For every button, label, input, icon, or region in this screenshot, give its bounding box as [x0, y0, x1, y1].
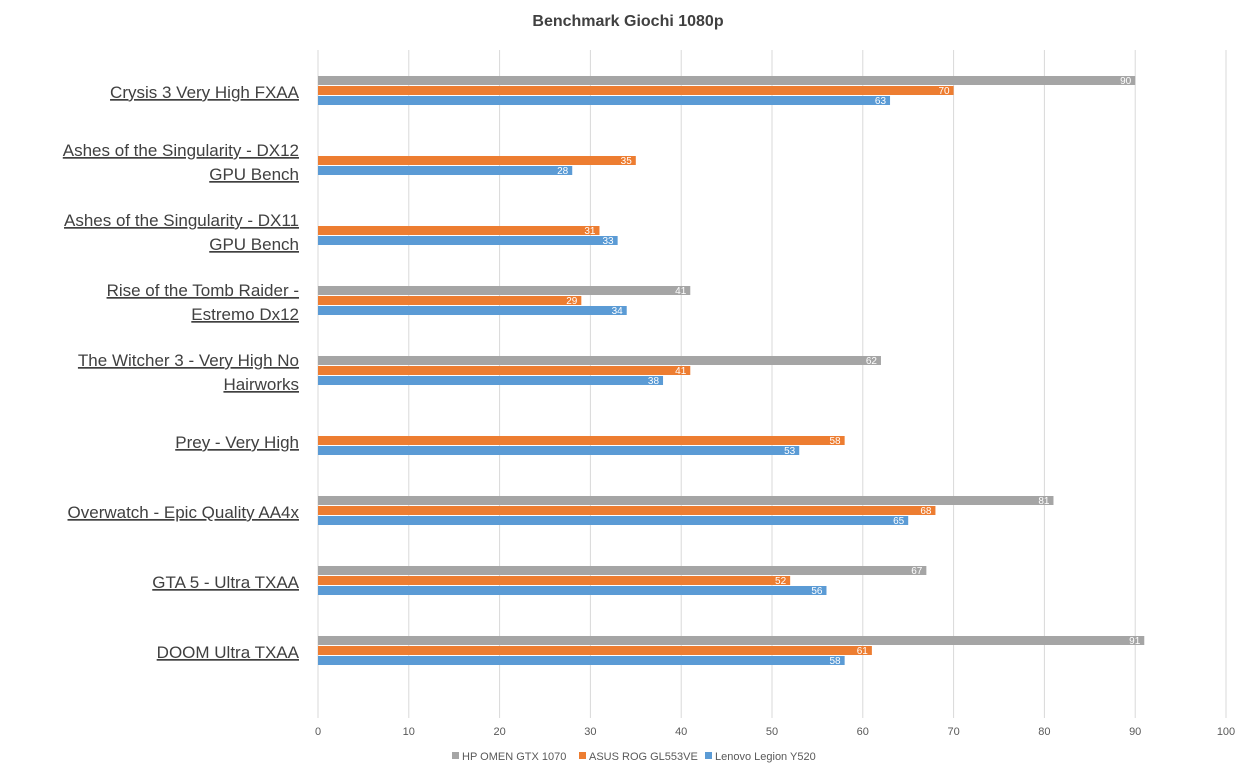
bar	[318, 656, 845, 665]
bar	[318, 306, 627, 315]
legend: HP OMEN GTX 1070 ASUS ROG GL553VE Lenovo L…	[452, 751, 816, 763]
bar	[318, 496, 1054, 505]
x-tick-label: 90	[1129, 726, 1141, 738]
category-label: Ashes of the Singularity - DX12 GPU Bench	[63, 141, 299, 184]
data-label: 56	[811, 586, 823, 597]
x-axis-tick-labels: 0 10 20 30 40 50 60 70 80 90 100	[315, 726, 1235, 738]
category-label: Overwatch - Epic Quality AA4x	[68, 503, 300, 522]
category-label: Ashes of the Singularity - DX11 GPU Bench	[64, 211, 299, 254]
data-label: 41	[675, 286, 687, 297]
data-label: 91	[1129, 636, 1141, 647]
category-label: GTA 5 - Ultra TXAA	[152, 573, 299, 592]
data-label: 90	[1120, 76, 1132, 87]
data-label: 29	[566, 296, 578, 307]
legend-swatch	[579, 752, 586, 759]
x-tick-label: 100	[1217, 726, 1235, 738]
x-tick-label: 80	[1038, 726, 1050, 738]
data-label: 58	[830, 656, 842, 667]
category-label: Prey - Very High	[175, 433, 299, 452]
bar	[318, 446, 800, 455]
x-tick-label: 50	[766, 726, 778, 738]
data-label: 67	[911, 566, 923, 577]
bar	[318, 516, 909, 525]
legend-label: ASUS ROG GL553VE	[589, 751, 698, 763]
x-tick-label: 20	[493, 726, 505, 738]
bar	[318, 236, 618, 245]
category-label: DOOM Ultra TXAA	[157, 643, 300, 662]
x-tick-label: 30	[584, 726, 596, 738]
bar	[318, 166, 573, 175]
data-label: 63	[875, 96, 887, 107]
data-label: 52	[775, 576, 787, 587]
x-tick-label: 0	[315, 726, 321, 738]
data-label: 35	[621, 156, 633, 167]
data-label: 33	[603, 236, 615, 247]
x-tick-label: 10	[403, 726, 415, 738]
data-label: 38	[648, 376, 660, 387]
category-labels: Crysis 3 Very High FXAA Ashes of the Sing…	[63, 83, 300, 662]
bar	[318, 636, 1145, 645]
legend-swatch	[452, 752, 459, 759]
data-label: 28	[557, 166, 569, 177]
bar	[318, 226, 600, 235]
category-label: Rise of the Tomb Raider -Estremo Dx12	[107, 281, 299, 324]
bars: 90 70 63 35 28 31 33 41 29 34 62 41 38 58 53 81 68 65 67 52…	[318, 76, 1145, 667]
bar	[318, 566, 927, 575]
bar	[318, 76, 1136, 85]
bar	[318, 376, 664, 385]
legend-label: HP OMEN GTX 1070	[462, 751, 566, 763]
data-label: 41	[675, 366, 687, 377]
legend-label: Lenovo Legion Y520	[715, 751, 816, 763]
bar	[318, 356, 881, 365]
bar	[318, 576, 791, 585]
legend-swatch	[705, 752, 712, 759]
data-label: 70	[938, 86, 950, 97]
bar	[318, 646, 872, 655]
data-label: 61	[857, 646, 869, 657]
data-label: 62	[866, 356, 878, 367]
bar	[318, 296, 582, 305]
data-label: 68	[920, 506, 932, 517]
data-label: 81	[1038, 496, 1050, 507]
x-tick-label: 40	[675, 726, 687, 738]
bar	[318, 156, 636, 165]
chart-title: Benchmark Giochi 1080p	[532, 13, 723, 30]
bar	[318, 586, 827, 595]
data-label: 53	[784, 446, 796, 457]
data-label: 65	[893, 516, 905, 527]
bar	[318, 86, 954, 95]
category-label: The Witcher 3 - Very High No Hairworks	[78, 351, 299, 394]
bar	[318, 366, 691, 375]
x-tick-label: 70	[947, 726, 959, 738]
bar	[318, 96, 891, 105]
bar	[318, 506, 936, 515]
bar	[318, 436, 845, 445]
data-label: 58	[830, 436, 842, 447]
data-label: 34	[612, 306, 624, 317]
data-label: 31	[584, 226, 596, 237]
category-label: Crysis 3 Very High FXAA	[110, 83, 300, 102]
bar	[318, 286, 691, 295]
x-tick-label: 60	[857, 726, 869, 738]
